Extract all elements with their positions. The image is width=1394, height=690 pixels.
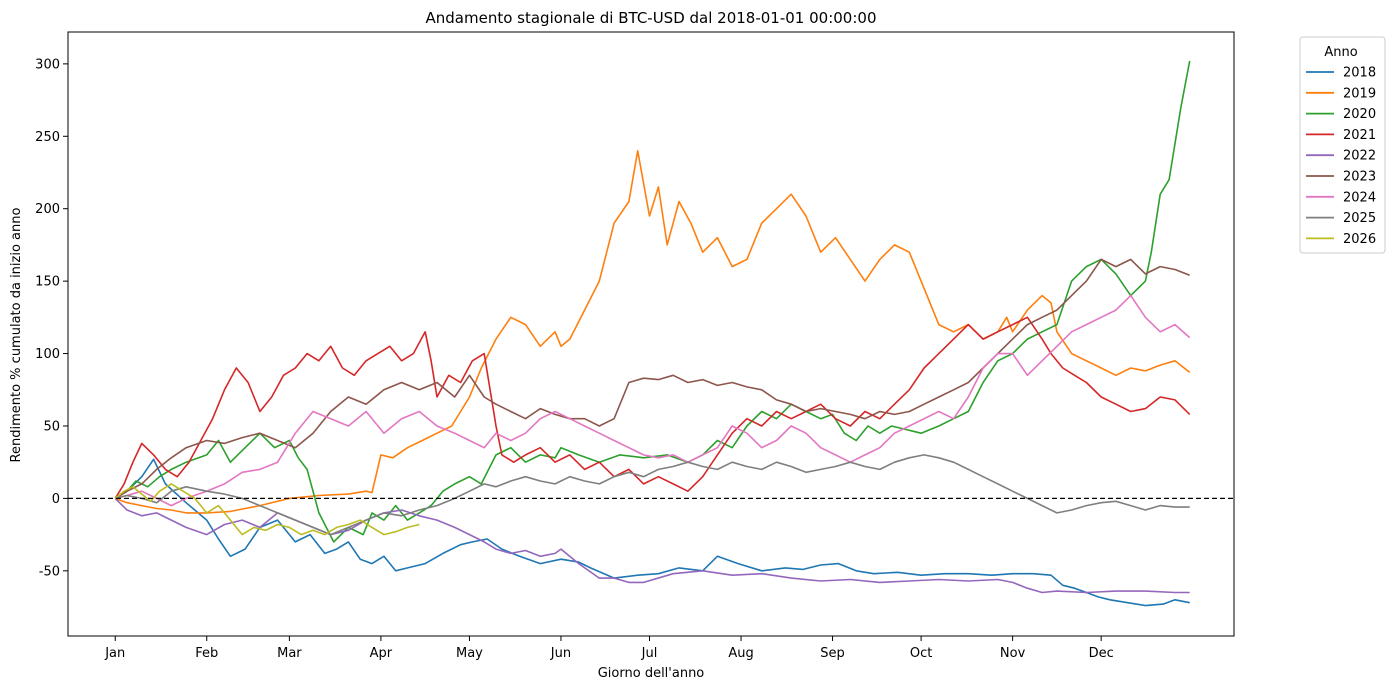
x-tick-label: Apr [370, 646, 393, 661]
x-tick-label: Jul [641, 646, 658, 661]
legend-label-2019: 2019 [1343, 86, 1376, 101]
series-line-2018 [114, 458, 1190, 607]
y-tick-label: 100 [35, 347, 60, 362]
plot-frame [67, 31, 1235, 637]
legend-label-2022: 2022 [1343, 149, 1376, 164]
legend-label-2018: 2018 [1343, 66, 1376, 81]
series-line-2022 [114, 497, 1190, 594]
x-axis-title: Giorno dell'anno [598, 666, 705, 681]
legend: Anno 2018 2019 2020 2021 2022 2023 2024 2025 202… [1299, 36, 1386, 254]
y-axis-title: Rendimento % cumulato da inizio anno [9, 208, 24, 463]
x-tick-label: Sep [820, 646, 845, 661]
x-tick-label: Jan [104, 646, 125, 661]
x-tick-label: Mar [277, 646, 302, 661]
series-lines [114, 60, 1191, 607]
y-tick-label: 0 [52, 492, 60, 507]
series-line-2026 [114, 483, 420, 536]
y-tick-label: 200 [35, 202, 60, 217]
y-tick-label: 50 [43, 419, 60, 434]
series-line-2019 [114, 150, 1191, 514]
y-tick-label: -50 [39, 564, 60, 579]
y-tick-label: 250 [35, 130, 60, 145]
x-tick-label: Feb [195, 646, 218, 661]
series-line-2021 [114, 316, 1191, 499]
series-line-2023 [114, 258, 1190, 500]
series-line-2025 [115, 454, 1190, 536]
legend-box [1299, 36, 1386, 254]
series-line-2020 [114, 60, 1191, 543]
legend-label-2025: 2025 [1343, 211, 1376, 226]
legend-title: Anno [1324, 45, 1357, 60]
x-tick-label: May [456, 646, 483, 661]
y-tick-label: 300 [35, 57, 60, 72]
chart-title: Andamento stagionale di BTC-USD dal 2018… [426, 9, 877, 27]
legend-label-2020: 2020 [1343, 107, 1376, 122]
x-tick-label: Dec [1089, 646, 1114, 661]
legend-label-2023: 2023 [1343, 170, 1376, 185]
legend-label-2026: 2026 [1343, 232, 1376, 247]
legend-label-2024: 2024 [1343, 190, 1376, 205]
x-tick-label: Oct [910, 646, 932, 661]
y-tick-label: 150 [35, 275, 60, 290]
legend-label-2021: 2021 [1343, 128, 1376, 143]
x-tick-label: Jun [550, 646, 571, 661]
axis-ticks: Jan Feb Mar Apr May Jun Jul Aug Sep Oct Nov Dec -50 0… [35, 57, 1114, 661]
x-tick-label: Aug [728, 646, 753, 661]
series-line-2024 [115, 294, 1191, 507]
x-tick-label: Nov [1000, 646, 1026, 661]
